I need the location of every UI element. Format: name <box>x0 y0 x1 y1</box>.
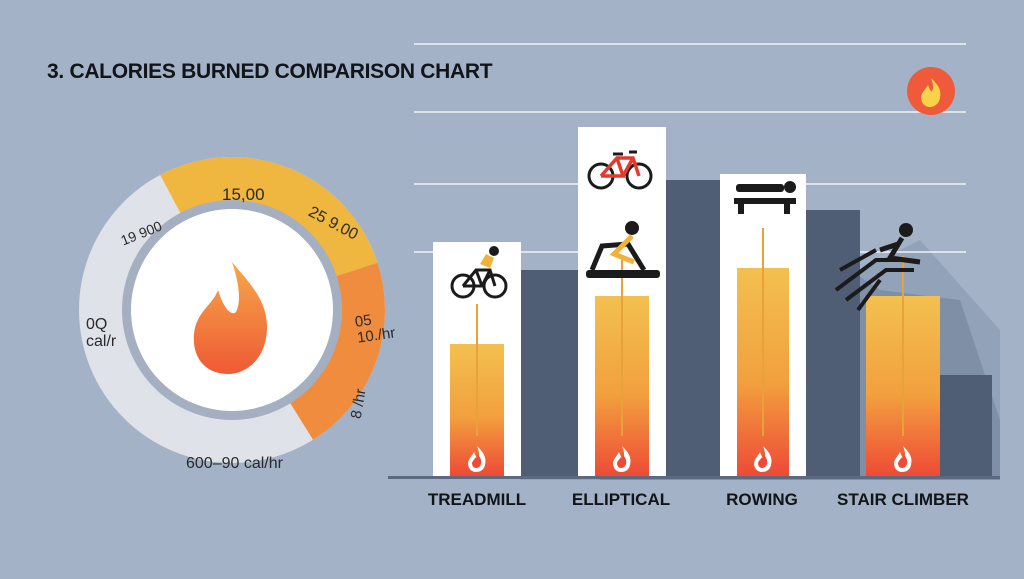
bicycle-icon <box>587 150 653 190</box>
flame-icon <box>468 446 486 472</box>
elliptical-machine-icon <box>586 221 660 278</box>
flame-icon <box>193 262 268 374</box>
bicycle-icon <box>450 246 508 299</box>
flame-icon <box>921 78 941 107</box>
badge-circle <box>907 67 955 115</box>
category-label-rowing: ROWING <box>726 490 798 509</box>
baseline <box>388 476 1000 479</box>
flame-icon <box>894 446 912 472</box>
donut-label: 15,00 <box>222 185 265 204</box>
category-label-stair-climber: STAIR CLIMBER <box>837 490 969 509</box>
donut-label: 0Q cal/r <box>86 316 117 350</box>
donut-chart <box>79 156 386 463</box>
donut-label: 05 10./hr <box>353 311 397 347</box>
page-title: 3. CALORIES BURNED COMPARISON CHART <box>47 60 493 83</box>
donut-label: 600–90 cal/hr <box>186 455 283 472</box>
category-label-treadmill: TREADMILL <box>427 490 527 509</box>
category-label-elliptical: ELLIPTICAL <box>571 490 671 509</box>
flame-icon <box>754 446 772 472</box>
column-shadows <box>520 180 992 478</box>
flame-icon <box>613 446 631 472</box>
stair-climber-icon <box>834 223 921 312</box>
rowing-machine-icon <box>734 181 796 214</box>
donut-center <box>131 209 333 411</box>
